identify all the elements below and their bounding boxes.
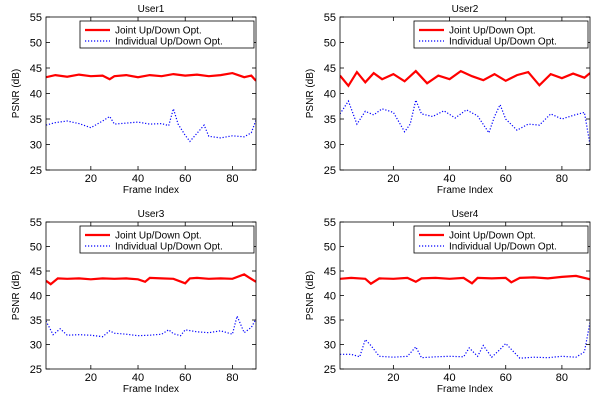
y-axis-label: PSNR (dB) (11, 69, 22, 118)
chart-title: User3 (138, 209, 165, 220)
y-tick-label: 40 (30, 89, 42, 101)
x-tick-label: 80 (556, 372, 568, 384)
legend-box (79, 225, 255, 254)
chart-panel-4: 25 30 35 40 45 50 55 20 40 60 80 User4 Frame Index PS… (305, 209, 591, 395)
y-tick-label: 30 (30, 140, 42, 152)
y-tick-label: 35 (324, 315, 336, 327)
chart-panel-1: 25 30 35 40 45 50 55 20 40 60 80 User1 Frame Index PS… (11, 4, 257, 196)
y-tick-label: 30 (324, 340, 336, 352)
legend-box (413, 225, 589, 254)
x-tick-label: 80 (556, 173, 568, 185)
x-axis-label: Frame Index (123, 384, 179, 395)
legend-label: Joint Up/Down Opt. (115, 231, 202, 242)
series-line-individual (340, 98, 590, 145)
x-axis-label: Frame Index (437, 185, 493, 196)
legend-label: Joint Up/Down Opt. (115, 26, 202, 37)
chart-title: User1 (138, 4, 165, 15)
y-tick-label: 50 (30, 242, 42, 254)
y-tick-label: 50 (30, 38, 42, 50)
y-axis-label: PSNR (dB) (305, 271, 316, 320)
x-tick-label: 40 (443, 372, 455, 384)
series-line-individual (46, 106, 256, 143)
legend-box (413, 20, 589, 49)
legend-label: Individual Up/Down Opt. (449, 242, 557, 253)
legend-label: Individual Up/Down Opt. (115, 37, 223, 48)
y-tick-label: 25 (30, 364, 42, 376)
y-tick-label: 50 (324, 242, 336, 254)
legend-label: Individual Up/Down Opt. (449, 37, 557, 48)
series-line-joint (340, 274, 590, 286)
x-tick-label: 80 (226, 372, 238, 384)
x-tick-label: 20 (387, 372, 399, 384)
y-tick-label: 45 (324, 63, 336, 75)
x-tick-label: 60 (500, 173, 512, 185)
x-tick-label: 20 (85, 173, 97, 185)
x-tick-label: 20 (85, 372, 97, 384)
y-tick-label: 40 (324, 291, 336, 303)
y-tick-label: 45 (30, 266, 42, 278)
x-axis-label: Frame Index (123, 185, 179, 196)
x-tick-label: 20 (387, 173, 399, 185)
legend-box (79, 20, 255, 49)
y-tick-label: 50 (324, 38, 336, 50)
x-tick-label: 80 (226, 173, 238, 185)
y-tick-label: 25 (324, 165, 336, 177)
x-tick-label: 40 (132, 173, 144, 185)
x-tick-label: 40 (443, 173, 455, 185)
chart-panel-3: 25 30 35 40 45 50 55 20 40 60 80 User3 Frame Index PS… (11, 209, 257, 395)
y-axis-label: PSNR (dB) (11, 271, 22, 320)
y-tick-label: 45 (30, 63, 42, 75)
y-tick-label: 25 (30, 165, 42, 177)
y-tick-label: 55 (30, 217, 42, 229)
y-tick-label: 30 (324, 140, 336, 152)
y-axis-label: PSNR (dB) (305, 69, 316, 118)
y-tick-label: 55 (30, 12, 42, 24)
legend-label: Individual Up/Down Opt. (115, 242, 223, 253)
series-line-individual (46, 314, 256, 338)
x-tick-label: 60 (179, 372, 191, 384)
y-tick-label: 35 (30, 315, 42, 327)
y-tick-label: 45 (324, 266, 336, 278)
x-tick-label: 60 (179, 173, 191, 185)
legend-label: Joint Up/Down Opt. (449, 26, 536, 37)
y-tick-label: 35 (30, 114, 42, 126)
series-line-joint (46, 273, 256, 286)
legend-label: Joint Up/Down Opt. (449, 231, 536, 242)
series-line-joint (46, 71, 256, 82)
y-tick-label: 30 (30, 340, 42, 352)
y-tick-label: 40 (324, 89, 336, 101)
x-tick-label: 60 (500, 372, 512, 384)
y-tick-label: 25 (324, 364, 336, 376)
chart-title: User4 (452, 209, 479, 220)
series-line-joint (340, 69, 590, 88)
y-tick-label: 55 (324, 217, 336, 229)
x-axis-label: Frame Index (437, 384, 493, 395)
y-tick-label: 55 (324, 12, 336, 24)
chart-title: User2 (452, 4, 479, 15)
y-tick-label: 40 (30, 291, 42, 303)
x-tick-label: 40 (132, 372, 144, 384)
y-tick-label: 35 (324, 114, 336, 126)
chart-panel-2: 25 30 35 40 45 50 55 20 40 60 80 User2 Frame Index PS… (305, 4, 591, 196)
series-line-individual (340, 322, 590, 359)
